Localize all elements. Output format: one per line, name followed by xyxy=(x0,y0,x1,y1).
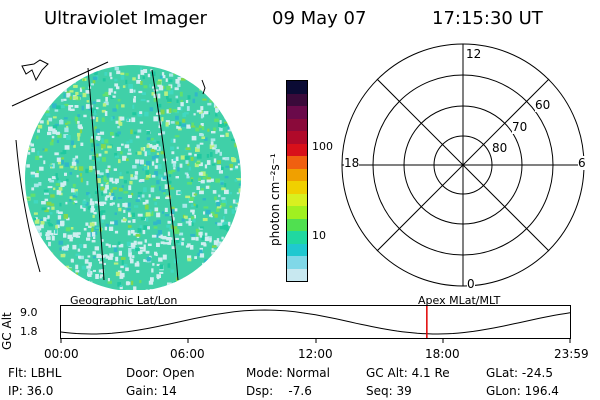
timeline-frame xyxy=(60,305,571,339)
status-glat: GLat: -24.5 xyxy=(486,366,553,380)
status-door: Door: Open xyxy=(126,366,195,380)
colorbar-band xyxy=(287,243,307,256)
timeline-xtick-1800: 18:00 xyxy=(425,347,460,361)
colorbar-tick-10: 10 xyxy=(312,229,326,242)
colorbar xyxy=(286,80,308,282)
timeline-ytick-9: 9.0 xyxy=(20,306,38,319)
colorbar-band xyxy=(287,81,307,94)
colorbar-band xyxy=(287,118,307,131)
colorbar-band xyxy=(287,93,307,106)
colorbar-unit-label: photon cm⁻²s⁻¹ xyxy=(268,153,282,246)
polar-ring-label-80: 80 xyxy=(492,141,508,155)
colorbar-band xyxy=(287,156,307,169)
polar-label-12: 12 xyxy=(466,47,482,61)
colorbar-band xyxy=(287,143,307,156)
timeline-plot xyxy=(60,305,571,343)
timeline-xtick-0000: 00:00 xyxy=(44,347,79,361)
colorbar-band xyxy=(287,268,307,281)
time-label: 17:15:30 UT xyxy=(432,8,543,29)
orbit-altitude-curve xyxy=(60,309,571,335)
colorbar-band xyxy=(287,256,307,269)
status-ip: IP: 36.0 xyxy=(8,384,54,398)
polar-plot xyxy=(341,43,585,287)
timeline-xtick-1200: 12:00 xyxy=(298,347,333,361)
status-dsp: Dsp: -7.6 xyxy=(246,384,312,398)
timeline-ylabel: GC Alt xyxy=(0,312,14,350)
timeline-ytick-1-8: 1.8 xyxy=(20,325,38,338)
graticule-lines xyxy=(11,61,179,281)
colorbar-tick-100: 100 xyxy=(312,140,333,153)
colorbar-band xyxy=(287,231,307,244)
colorbar-band xyxy=(287,131,307,144)
status-gain: Gain: 14 xyxy=(126,384,177,398)
colorbar-band xyxy=(287,181,307,194)
polar-label-0: 0 xyxy=(467,277,475,291)
timeline-left-title: Geographic Lat/Lon xyxy=(70,294,178,307)
colorbar-band xyxy=(287,206,307,219)
polar-diagonal-2 xyxy=(376,78,550,252)
colorbar-band xyxy=(287,218,307,231)
geographic-image-panel xyxy=(11,59,241,290)
status-glon: GLon: 196.4 xyxy=(486,384,559,398)
instrument-title: Ultraviolet Imager xyxy=(44,8,207,29)
polar-ring-label-60: 60 xyxy=(535,98,551,112)
polar-label-18: 18 xyxy=(344,156,360,170)
colorbar-band xyxy=(287,168,307,181)
coastline xyxy=(21,59,206,95)
colorbar-band xyxy=(287,106,307,119)
status-mode: Mode: Normal xyxy=(246,366,330,380)
colorbar-band xyxy=(287,193,307,206)
timeline-xtick-0600: 06:00 xyxy=(170,347,205,361)
date-label: 09 May 07 xyxy=(272,8,367,29)
status-seq: Seq: 39 xyxy=(366,384,412,398)
polar-ring-label-70: 70 xyxy=(512,120,528,134)
timeline-right-title: Apex MLat/MLT xyxy=(418,294,501,307)
timeline-xtick-2359: 23:59 xyxy=(554,347,589,361)
status-gc-alt: GC Alt: 4.1 Re xyxy=(366,366,450,380)
status-filter: Flt: LBHL xyxy=(8,366,62,380)
polar-label-6: 6 xyxy=(578,156,586,170)
